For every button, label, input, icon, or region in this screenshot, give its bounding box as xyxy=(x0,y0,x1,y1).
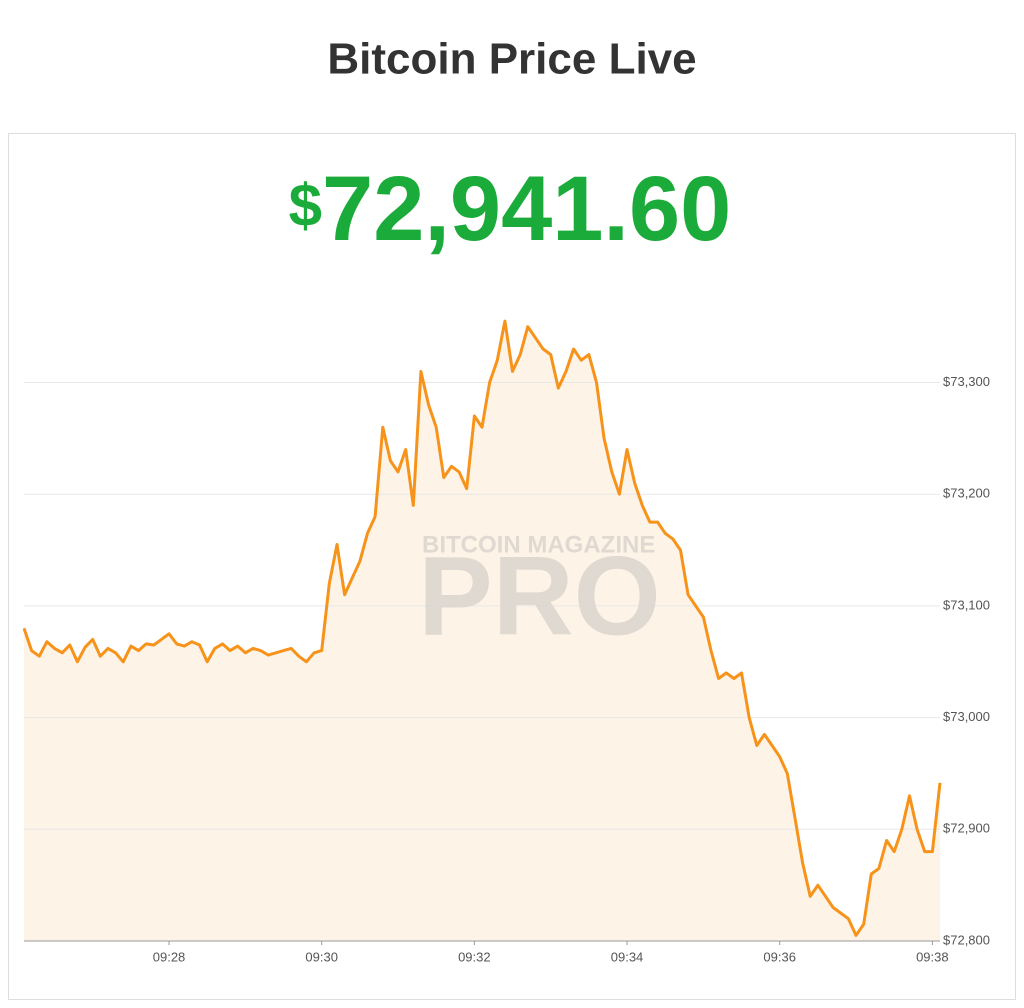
plot: $72,800 $72,900 $73,000 $73,100 $73,200 $73,3… xyxy=(22,319,990,964)
y-tick-label: $73,000 xyxy=(943,709,990,724)
currency-symbol: $ xyxy=(289,172,322,239)
page-title: Bitcoin Price Live xyxy=(327,35,696,84)
watermark-brand: BITCOIN MAGAZINE xyxy=(422,531,655,558)
price-line xyxy=(22,319,942,937)
y-tick-label: $73,100 xyxy=(943,597,990,612)
price-area xyxy=(24,321,940,942)
y-tick-label: $73,200 xyxy=(943,486,990,501)
x-tick-label: 09:30 xyxy=(305,949,338,964)
y-tick-label: $72,800 xyxy=(943,932,990,947)
x-tick-label: 09:34 xyxy=(611,949,644,964)
y-tick-label: $73,300 xyxy=(943,374,990,389)
price-value: 72,941.60 xyxy=(322,158,731,260)
x-tick-label: 09:32 xyxy=(458,949,491,964)
watermark-pro: PRO xyxy=(418,534,661,659)
x-tick-label: 09:36 xyxy=(763,949,796,964)
x-tick-label: 09:38 xyxy=(916,949,949,964)
x-tick-label: 09:28 xyxy=(153,949,186,964)
y-tick-label: $72,900 xyxy=(943,821,990,836)
price: $72,941.60 xyxy=(289,158,732,260)
